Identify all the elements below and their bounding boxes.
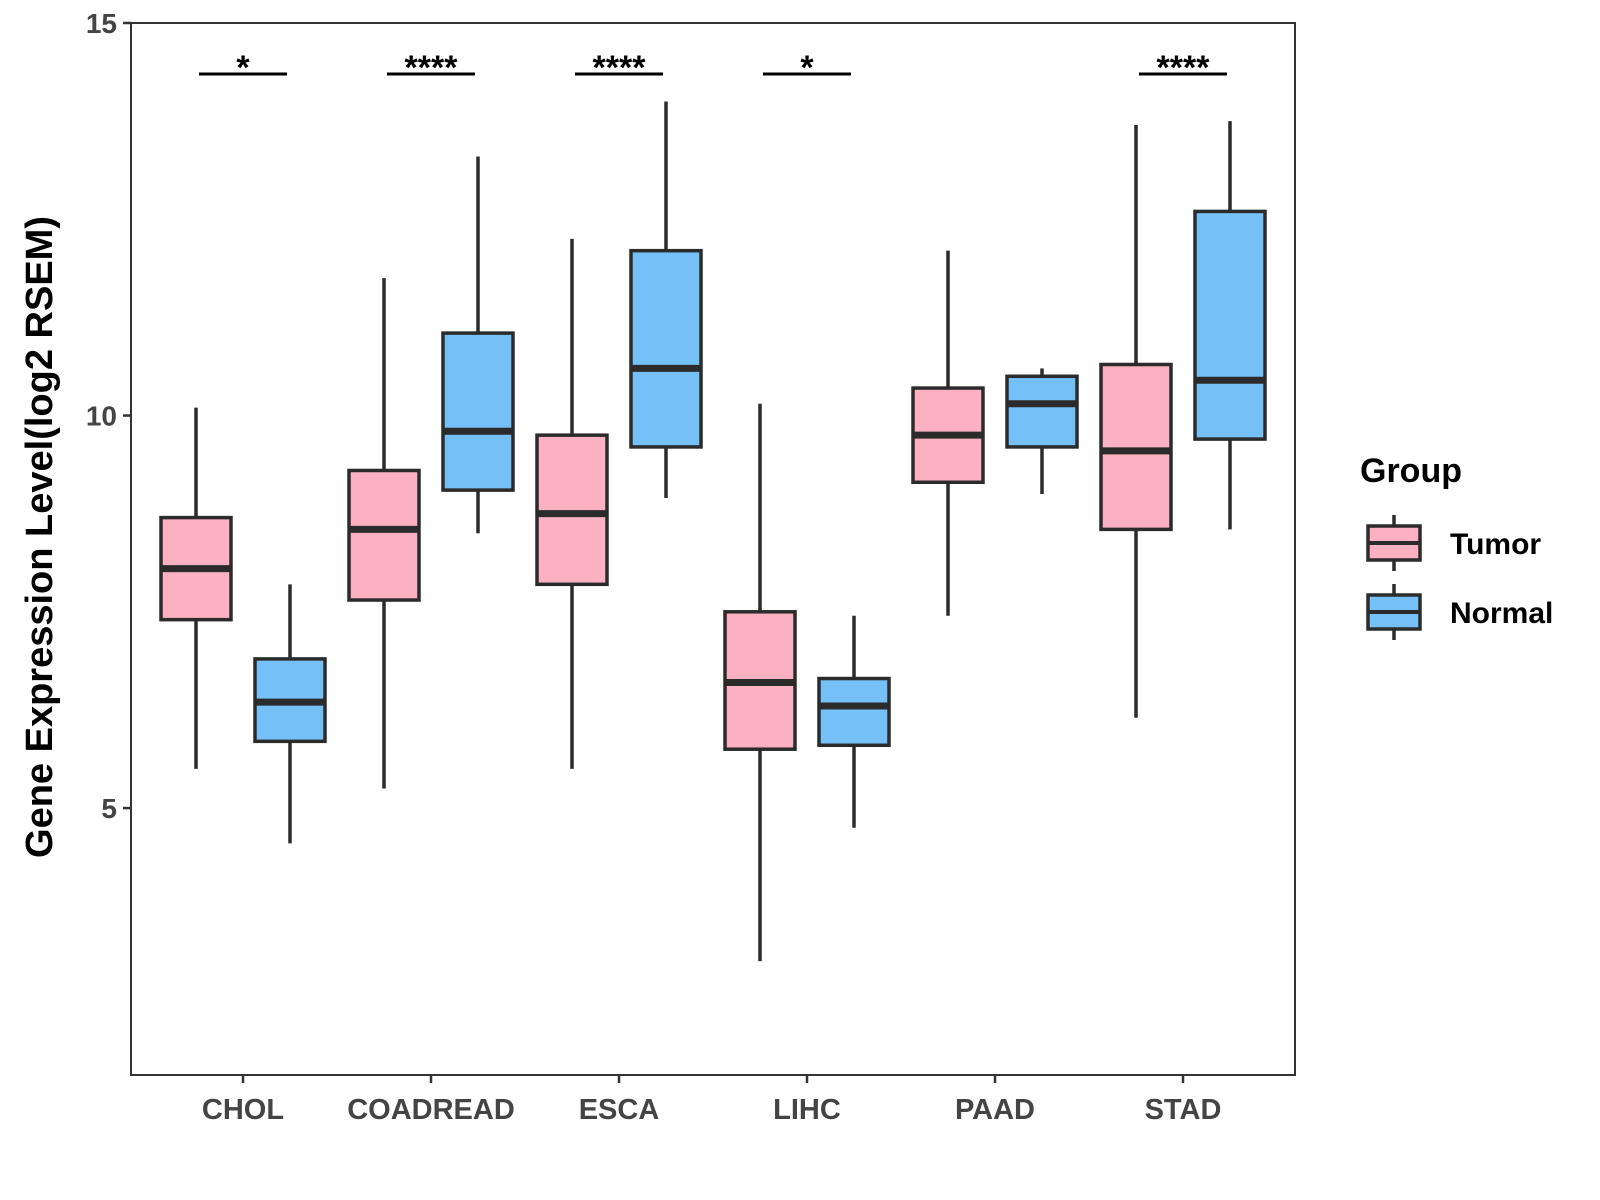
x-tick-label: COADREAD [347, 1094, 515, 1126]
x-tick-label: CHOL [202, 1094, 284, 1126]
box-normal-paad [1005, 368, 1079, 495]
legend-label: Tumor [1450, 528, 1541, 561]
box-iqr [817, 676, 891, 748]
box-iqr [1193, 209, 1267, 441]
box-tumor-stad [1099, 125, 1173, 718]
box-iqr [629, 248, 703, 449]
y-tick-label: 5 [101, 793, 117, 824]
box-normal-chol [253, 584, 327, 844]
legend-label: Normal [1450, 597, 1553, 630]
box-iqr [347, 468, 421, 602]
x-tick-label: STAD [1145, 1094, 1222, 1126]
significance-label: **** [405, 49, 459, 87]
box-iqr [441, 331, 515, 492]
significance-label: * [800, 49, 814, 87]
box-iqr [1099, 362, 1173, 532]
y-tick-label: 15 [86, 8, 117, 39]
y-axis-title: Gene Expression Level(log2 RSEM) [19, 216, 61, 858]
legend-item-tumor: Tumor [1366, 515, 1541, 571]
box-tumor-lihc [723, 403, 797, 962]
box-iqr [1005, 374, 1079, 449]
box-normal-lihc [817, 615, 891, 828]
x-tick-label: PAAD [955, 1094, 1035, 1126]
legend-item-normal: Normal [1366, 584, 1553, 640]
legend-title: Group [1360, 452, 1462, 490]
box-iqr [535, 433, 609, 587]
plot-panel-border [130, 22, 1296, 1076]
box-tumor-coadread [347, 278, 421, 789]
legend: Group Tumor Normal [1360, 452, 1553, 640]
significance-label: **** [593, 49, 647, 87]
box-tumor-esca [535, 238, 609, 769]
box-tumor-paad [911, 250, 985, 616]
box-normal-stad [1193, 121, 1267, 530]
x-tick-label: ESCA [579, 1094, 660, 1126]
y-tick-label: 10 [86, 401, 117, 432]
box-tumor-chol [159, 407, 233, 769]
significance-label: **** [1157, 49, 1211, 87]
significance-label: * [236, 49, 250, 87]
box-normal-esca [629, 101, 703, 498]
box-normal-coadread [441, 156, 515, 534]
x-tick-label: LIHC [773, 1094, 841, 1126]
